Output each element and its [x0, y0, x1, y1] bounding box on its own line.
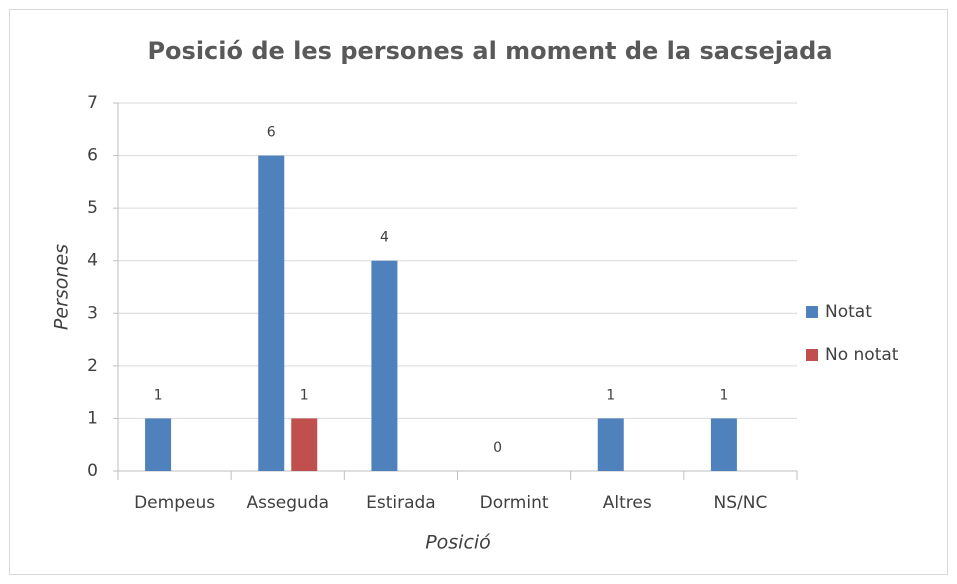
x-tick-label: NS/NC: [714, 493, 768, 513]
data-label: 1: [154, 387, 163, 403]
data-label: 6: [267, 125, 276, 141]
data-label: 1: [300, 387, 309, 403]
data-label: 4: [380, 230, 389, 246]
bar: [258, 155, 285, 472]
y-tick-label: 6: [87, 146, 98, 166]
data-label: 1: [719, 387, 728, 403]
x-axis-label: Posició: [425, 532, 491, 554]
y-tick-label: 7: [87, 93, 98, 113]
y-tick-label: 3: [87, 303, 98, 323]
y-tick-label: 1: [87, 408, 98, 428]
bar: [145, 418, 172, 471]
data-label: 1: [606, 387, 615, 403]
data-label: 0: [493, 440, 502, 456]
x-tick-label: Dempeus: [134, 493, 215, 513]
y-axis-label: Persones: [51, 244, 73, 330]
bar: [291, 418, 318, 471]
bar: [597, 418, 624, 471]
legend-swatch: [806, 349, 818, 361]
x-tick-label: Altres: [603, 493, 652, 513]
bar: [710, 418, 737, 471]
y-tick-label: 0: [87, 461, 98, 481]
bar: [371, 260, 398, 471]
legend-label: No notat: [825, 345, 899, 365]
x-tick-label: Dormint: [480, 493, 549, 513]
y-tick-label: 4: [87, 251, 98, 271]
chart-title: Posició de les persones al moment de la …: [147, 37, 832, 65]
x-tick-label: Estirada: [366, 493, 436, 513]
y-tick-label: 5: [87, 198, 98, 218]
legend-swatch: [806, 306, 818, 318]
legend-label: Notat: [825, 302, 872, 322]
chart-border: [9, 9, 948, 575]
y-tick-label: 2: [87, 356, 98, 376]
x-tick-label: Asseguda: [246, 493, 329, 513]
